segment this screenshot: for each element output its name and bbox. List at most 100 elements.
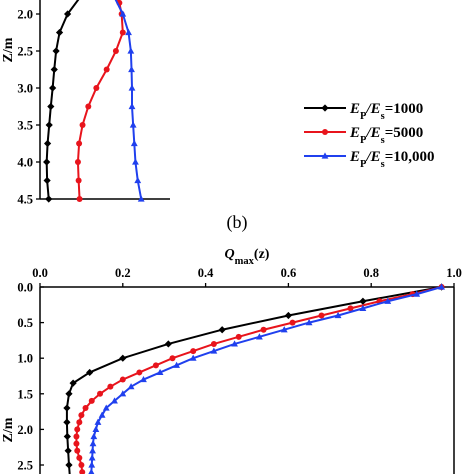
bottom-data-point <box>152 362 159 369</box>
bottom-series-2 <box>73 284 445 474</box>
top-data-point <box>127 47 135 54</box>
bottom-data-point <box>82 405 89 412</box>
top-data-point <box>47 102 55 111</box>
bottom-data-point <box>136 369 143 376</box>
top-data-point <box>112 48 119 54</box>
top-data-point <box>45 121 53 129</box>
bottom-x-tick-label: 1.0 <box>446 266 462 280</box>
top-data-point <box>75 177 82 184</box>
top-data-point <box>43 176 51 185</box>
legend-label: EP/Es=5000 <box>349 125 423 146</box>
bottom-data-point <box>111 397 118 404</box>
bottom-data-point <box>210 347 218 354</box>
top-data-point <box>76 196 83 202</box>
bottom-series-1 <box>63 283 446 474</box>
bottom-data-point <box>164 340 172 348</box>
bottom-data-point <box>173 361 181 368</box>
bottom-data-point <box>289 319 296 326</box>
bottom-data-point <box>102 404 110 411</box>
legend-label: EP/Es=1000 <box>349 101 423 122</box>
bottom-data-point <box>92 425 100 432</box>
bottom-data-point <box>231 340 238 347</box>
top-data-point <box>132 158 139 165</box>
bottom-data-point <box>73 433 80 440</box>
bottom-data-point <box>190 348 197 355</box>
top-y-tick-label: 2.0 <box>17 8 33 22</box>
top-y-tick-label: 4.5 <box>17 193 33 207</box>
top-y-tick-label: 3.5 <box>17 119 33 133</box>
bottom-x-tick-label: 0.4 <box>198 266 214 280</box>
bottom-x-tick-label: 0.2 <box>115 266 131 280</box>
bottom-data-point <box>284 311 292 320</box>
bottom-data-point <box>140 375 147 383</box>
bottom-data-point <box>73 440 80 447</box>
top-data-point <box>76 140 83 147</box>
bottom-data-point <box>63 418 71 426</box>
bottom-data-point <box>63 432 71 441</box>
top-data-point <box>128 84 136 91</box>
top-data-point <box>134 176 142 184</box>
top-data-point <box>93 85 100 91</box>
top-series-3 <box>114 0 145 202</box>
bottom-data-point <box>88 397 95 404</box>
bottom-data-point <box>359 304 367 311</box>
top-y-tick-label: 2.5 <box>17 45 33 59</box>
bottom-data-point <box>305 319 313 326</box>
bottom-data-point <box>127 383 135 390</box>
bottom-data-point <box>69 379 77 387</box>
bottom-data-point <box>119 390 127 397</box>
top-data-point <box>43 139 52 148</box>
top-data-point <box>128 65 135 73</box>
bottom-data-point <box>65 461 73 469</box>
bottom-data-point <box>86 368 94 377</box>
top-data-point <box>103 66 110 73</box>
panel-label-b: (b) <box>227 212 248 233</box>
bottom-data-point <box>107 383 114 390</box>
bottom-data-point <box>189 354 197 361</box>
bottom-y-tick-label: 1.0 <box>17 352 33 366</box>
legend-label: EP/Es=10,000 <box>349 149 435 170</box>
bottom-data-point <box>347 305 354 312</box>
top-data-point <box>119 29 126 36</box>
bottom-data-point <box>384 297 392 304</box>
legend: EP/Es=1000 EP/Es=5000 EP/Es=10,000 <box>304 101 435 170</box>
bottom-data-point <box>89 440 97 447</box>
bottom-data-point <box>94 418 102 425</box>
legend-swatch-marker <box>322 129 328 135</box>
bottom-data-point <box>280 326 288 333</box>
bottom-data-point <box>78 412 85 419</box>
legend-swatch-marker <box>321 104 329 112</box>
bottom-y-tick-label: 2.0 <box>17 423 33 437</box>
top-data-point <box>79 122 86 128</box>
bottom-data-point <box>218 326 226 334</box>
bottom-data-point <box>90 432 98 440</box>
bottom-series-line <box>75 286 442 473</box>
bottom-series-3 <box>88 283 445 474</box>
top-data-point <box>137 195 145 202</box>
top-data-point <box>125 28 132 36</box>
bottom-panel: (b) Qmax(z) 0.0 0.2 0.4 0.6 0.8 1.0 0.0 0.5 1.0 1.5… <box>1 212 462 474</box>
bottom-data-point <box>88 454 96 461</box>
top-data-point <box>119 10 127 17</box>
bottom-data-point <box>63 404 71 412</box>
bottom-y-tick-label: 2.5 <box>17 459 33 473</box>
bottom-data-point <box>260 326 267 333</box>
bottom-data-point <box>98 411 106 418</box>
bottom-data-point <box>79 469 86 474</box>
bottom-y-tick-label: 0.5 <box>17 316 33 330</box>
top-panel: 2.0 2.5 3.0 3.5 4.0 4.5 Z/m <box>1 0 170 207</box>
bottom-data-point <box>88 468 95 474</box>
top-data-point <box>50 65 58 74</box>
top-data-point <box>130 139 138 147</box>
bottom-x-tick-label: 0.6 <box>281 266 297 280</box>
bottom-data-point <box>256 333 263 340</box>
bottom-y-tick-label: 1.5 <box>17 387 33 401</box>
top-data-point <box>49 84 57 92</box>
top-data-point <box>74 159 81 165</box>
bottom-x-axis-label: Qmax(z) <box>225 247 270 267</box>
top-data-point <box>55 28 64 37</box>
top-data-point <box>128 102 136 110</box>
top-data-point <box>52 47 60 55</box>
bottom-data-point <box>359 297 367 305</box>
